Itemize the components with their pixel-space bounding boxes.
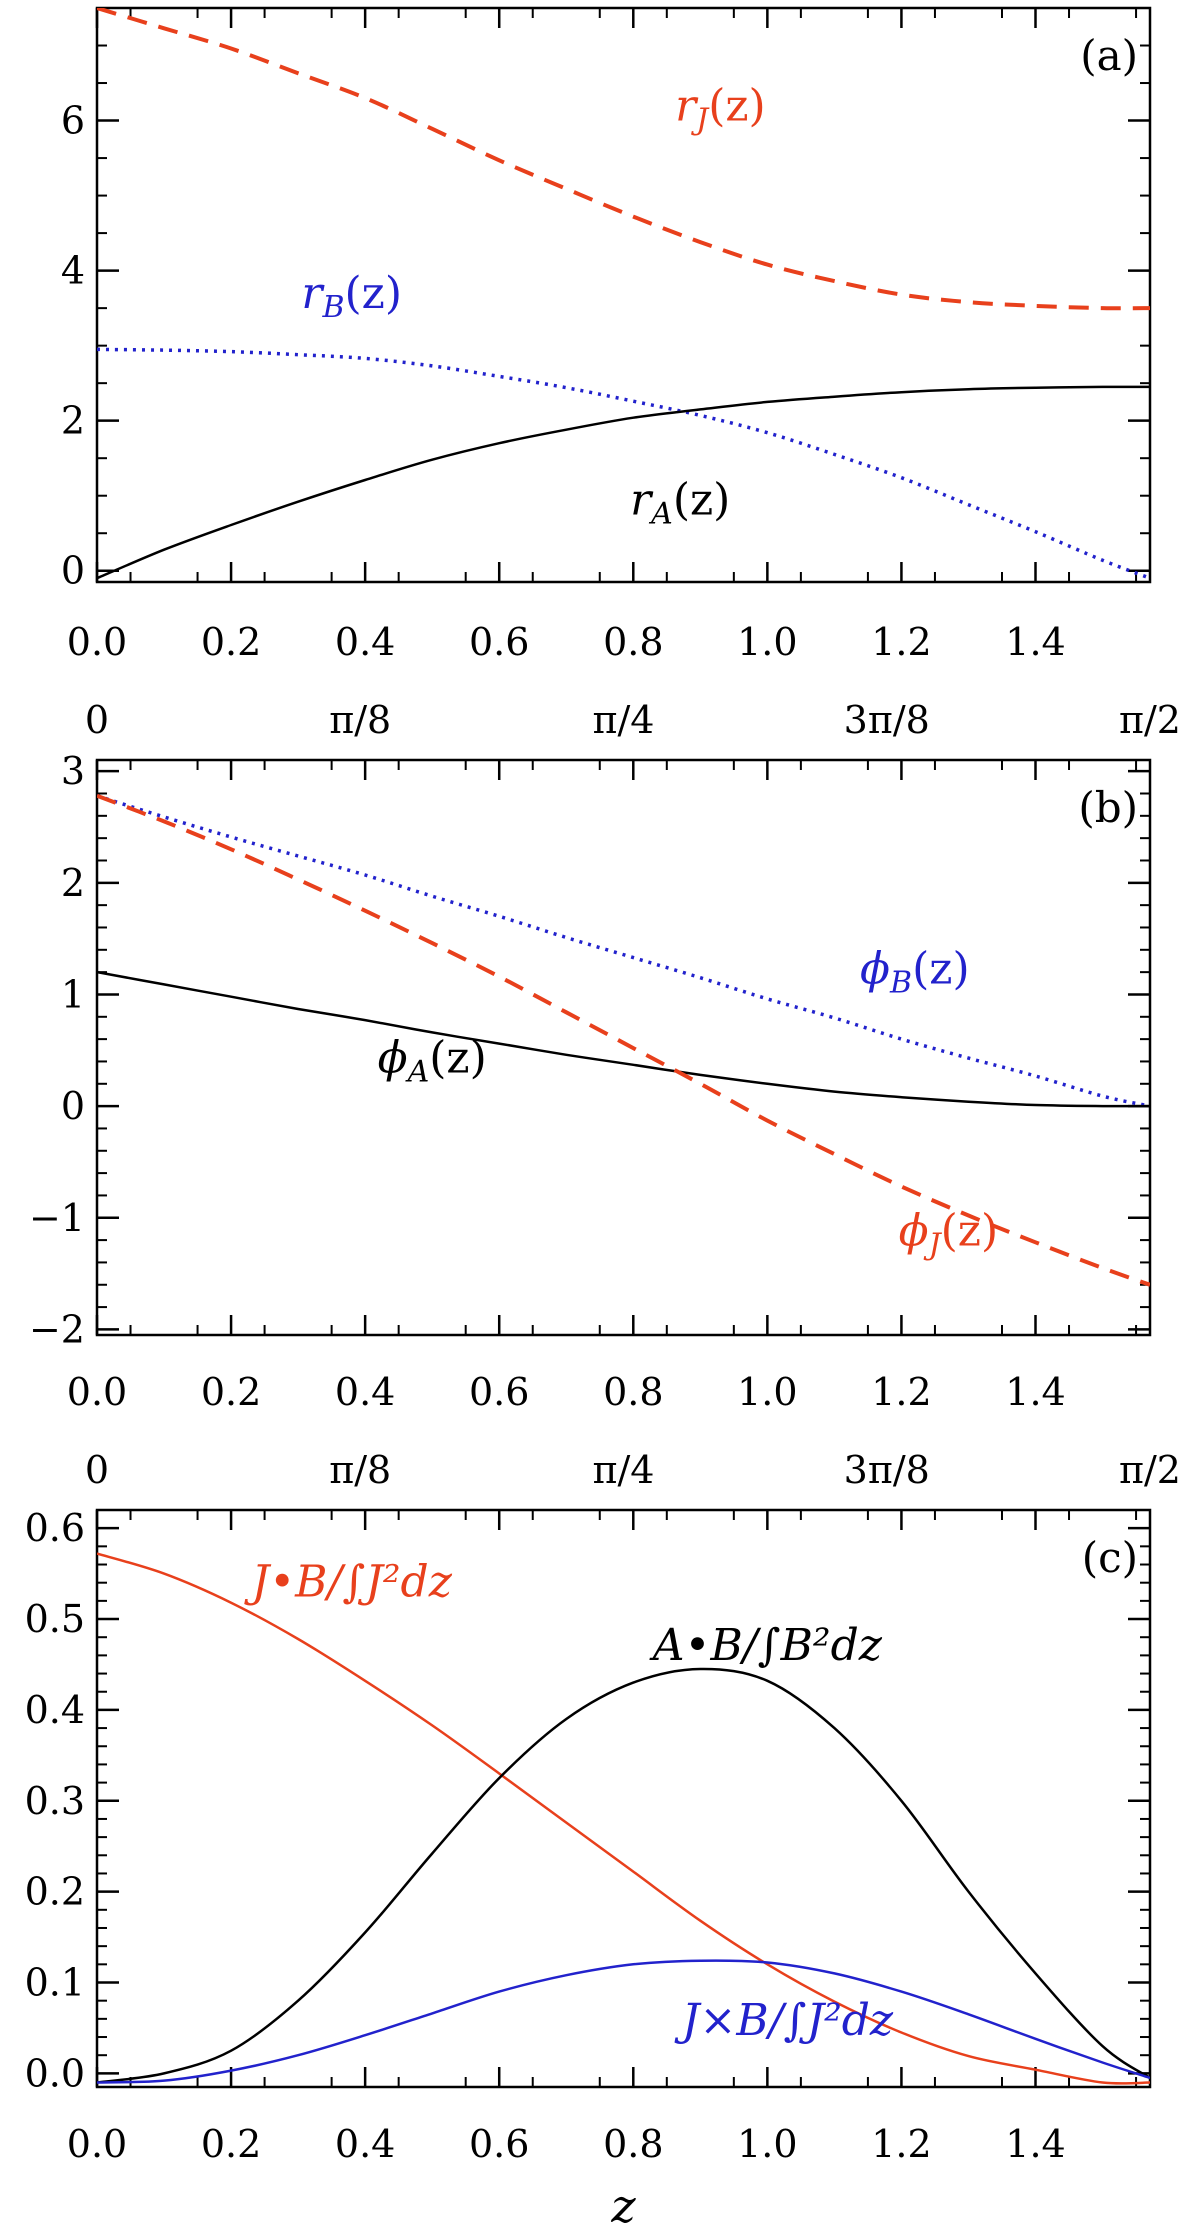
pi-tick-label: 3π/8 [844, 698, 930, 742]
y-tick-label: 0.2 [25, 1870, 85, 1914]
x-tick-label: 0.6 [469, 620, 529, 664]
series-line-1 [97, 1667, 1150, 2084]
x-tick-label: 1.4 [1005, 2122, 1065, 2166]
y-tick-label: −2 [29, 1307, 85, 1351]
x-tick-label: 1.2 [871, 2122, 931, 2166]
x-tick-label: 0.2 [201, 1370, 261, 1414]
x-tick-label: 0.4 [335, 1370, 395, 1414]
series-label-main: r [301, 268, 325, 319]
series-line-0 [97, 8, 1150, 311]
pi-tick-label: 0 [85, 1448, 109, 1492]
series-line-0 [97, 794, 1150, 1108]
x-tick-label: 0.8 [603, 1370, 663, 1414]
y-tick-label: 2 [61, 861, 85, 905]
series-line-0 [97, 1552, 1150, 2085]
pi-tick-label: π/2 [1119, 1448, 1181, 1492]
series-label-0: rJ(z) [675, 81, 766, 138]
y-tick-label: 0.3 [25, 1779, 85, 1823]
series-label-sub: B [889, 965, 912, 1000]
plot-frame [95, 6, 1152, 584]
plot-frame [95, 758, 1152, 1337]
y-tick-label: 0.4 [25, 1688, 85, 1732]
x-tick-label: 0.2 [201, 620, 261, 664]
series-label-main: ϕ [860, 943, 890, 994]
y-tick-label: 0.6 [25, 1506, 85, 1550]
series-label-arg: (z) [673, 474, 731, 525]
panel-label: (b) [1078, 783, 1138, 832]
series-label-1: rB(z) [301, 268, 402, 325]
pi-tick-label: 3π/8 [844, 1448, 930, 1492]
x-axis-title: z [610, 2179, 636, 2233]
pi-tick-label: π/2 [1119, 698, 1181, 742]
series-label-2: rA(z) [630, 474, 730, 531]
x-tick-label: 0.6 [469, 2122, 529, 2166]
x-tick-label: 0.6 [469, 1370, 529, 1414]
series-label-1: A•B/∫B²dz [649, 1620, 883, 1671]
series-label-arg: (z) [912, 943, 970, 994]
series-line-1 [97, 970, 1150, 1108]
series-line-2 [97, 385, 1150, 580]
series-label-arg: (z) [941, 1206, 999, 1257]
series-label-main: r [630, 474, 654, 525]
x-tick-label: 0.2 [201, 2122, 261, 2166]
series-label-0: ϕB(z) [860, 943, 970, 1000]
plot-frame [95, 1508, 1152, 2089]
x-tick-label: 1.2 [871, 1370, 931, 1414]
y-tick-label: 2 [61, 399, 85, 443]
series-label-arg: (z) [345, 268, 403, 319]
pi-tick-label: π/4 [593, 698, 655, 742]
y-tick-label: 0 [61, 549, 85, 593]
y-tick-label: −1 [29, 1196, 85, 1240]
y-tick-label: 0.0 [25, 2051, 85, 2095]
y-tick-label: 0 [61, 1084, 85, 1128]
pi-tick-label: π/8 [329, 698, 391, 742]
series-label-2: ϕJ(z) [899, 1206, 999, 1263]
panel-c: 0.0 0.2 0.4 0.6 0.8 1.0 1.2 1.4 0.0 0.1 0.2 0.3 0.4 0… [25, 1506, 1152, 2166]
y-tick-label: 0.5 [25, 1597, 85, 1641]
x-tick-label: 0.4 [335, 2122, 395, 2166]
series-label-sub: B [321, 290, 344, 325]
series-line-2 [97, 793, 1150, 1287]
pi-tick-label: 0 [85, 698, 109, 742]
panel-label: (a) [1080, 31, 1138, 80]
panel-a: 0.0 0.2 0.4 0.6 0.8 1.0 1.2 1.4 0 2 4 6 0 π/8 π/4 3π/8 π… [61, 6, 1181, 742]
x-tick-label: 0.0 [67, 2122, 127, 2166]
x-tick-label: 1.0 [737, 2122, 797, 2166]
y-tick-label: 3 [61, 749, 85, 793]
panel-b: 0.0 0.2 0.4 0.6 0.8 1.0 1.2 1.4 −2 −1 0 1 2 3 0 π/8 π/4 3… [29, 749, 1181, 1492]
series-line-2 [97, 1959, 1150, 2084]
series-label-arg: (z) [429, 1033, 487, 1084]
series-label-main: ϕ [378, 1033, 408, 1084]
panel-label: (c) [1082, 1533, 1138, 1582]
pi-tick-label: π/4 [593, 1448, 655, 1492]
series-line-1 [97, 347, 1150, 580]
x-tick-label: 1.2 [871, 620, 931, 664]
y-tick-label: 6 [61, 99, 85, 143]
x-tick-label: 0.8 [603, 620, 663, 664]
series-label-main: r [675, 81, 699, 132]
x-tick-label: 1.4 [1005, 1370, 1065, 1414]
series-label-1: ϕA(z) [378, 1033, 487, 1090]
x-tick-label: 0.8 [603, 2122, 663, 2166]
pi-tick-label: π/8 [329, 1448, 391, 1492]
series-label-2: J×B/∫J²dz [674, 1995, 894, 2046]
series-label-arg: (z) [708, 81, 766, 132]
series-label-0: J•B/∫J²dz [244, 1556, 453, 1607]
series-label-sub: A [648, 496, 673, 531]
series-label-main: ϕ [899, 1206, 929, 1257]
x-tick-label: 0.0 [67, 1370, 127, 1414]
y-tick-label: 0.1 [25, 1961, 85, 2005]
y-tick-label: 4 [61, 249, 85, 293]
x-tick-label: 0.0 [67, 620, 127, 664]
x-tick-label: 0.4 [335, 620, 395, 664]
y-tick-label: 1 [61, 972, 85, 1016]
x-tick-label: 1.0 [737, 1370, 797, 1414]
x-tick-label: 1.0 [737, 620, 797, 664]
series-label-sub: A [405, 1055, 430, 1090]
x-tick-label: 1.4 [1005, 620, 1065, 664]
